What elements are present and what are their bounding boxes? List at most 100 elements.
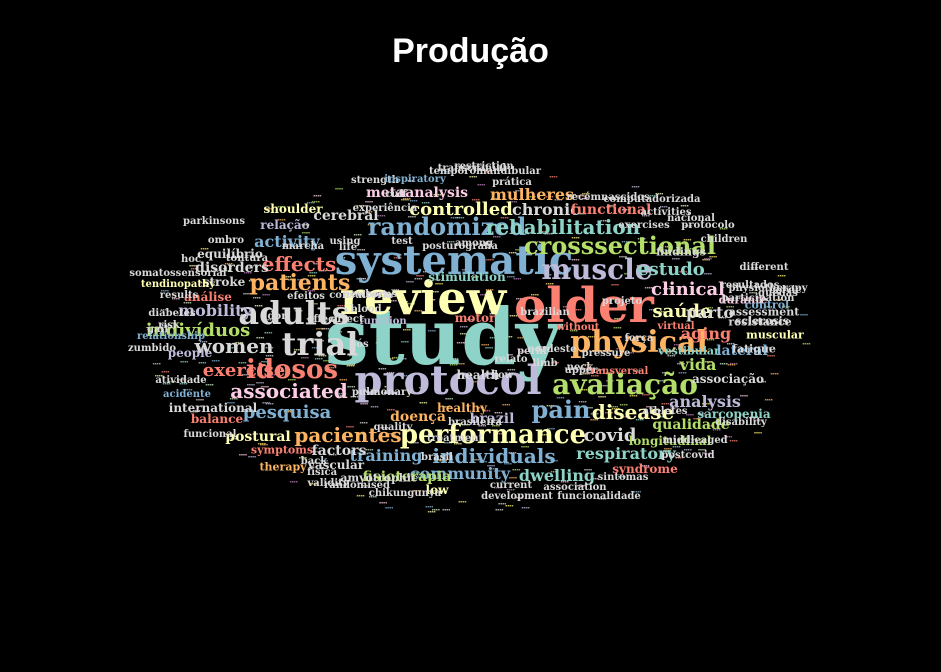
- filler-mark: ▪▪▪▪: [684, 223, 693, 228]
- filler-mark: ▪▪▪▪: [411, 470, 420, 475]
- word-chronic: chronic: [512, 200, 580, 219]
- filler-mark: ▪▪▪▪: [338, 259, 347, 264]
- filler-mark: ▪▪▪▪: [748, 415, 757, 420]
- filler-mark: ▪▪▪▪: [406, 301, 416, 306]
- filler-mark: ▪▪▪▪: [638, 344, 647, 349]
- word-parkinsons: parkinsons: [183, 216, 245, 227]
- filler-mark: ▪▪▪▪: [403, 373, 412, 378]
- filler-mark: ▪▪▪▪: [659, 204, 668, 209]
- word-shoulder: shoulder: [263, 202, 323, 216]
- filler-mark: ▪▪▪▪: [764, 397, 773, 402]
- filler-mark: ▪▪▪▪: [178, 377, 187, 382]
- word-hoc: hoc: [180, 254, 202, 265]
- filler-mark: ▪▪▪▪: [478, 423, 487, 428]
- word-pressure: pressure: [581, 348, 631, 359]
- word-cerebral: cerebral: [313, 208, 379, 224]
- filler-mark: ▪▪▪▪: [294, 308, 303, 313]
- word-projeto: projeto: [601, 296, 643, 307]
- word-among: among: [455, 238, 493, 249]
- word-patients: patients: [249, 270, 351, 296]
- filler-mark: ▪▪▪▪: [401, 427, 410, 432]
- word-pulmonary: pulmonary: [351, 387, 413, 398]
- filler-mark: ▪▪▪▪: [676, 361, 685, 366]
- word-funcional: funcional: [183, 429, 237, 440]
- word-systematic: systematic: [334, 237, 574, 284]
- filler-mark: ▪▪▪▪: [470, 457, 479, 462]
- word-limb: limb: [532, 358, 558, 369]
- filler-mark: ▪▪▪▪: [590, 373, 599, 378]
- word-direct: direct: [330, 314, 364, 325]
- filler-mark: ▪▪▪▪: [489, 311, 498, 316]
- word-exercise: exercise: [202, 360, 286, 381]
- filler-mark: ▪▪▪▪: [425, 297, 434, 302]
- filler-mark: ▪▪▪▪: [442, 404, 451, 409]
- filler-mark: ▪▪▪▪: [301, 230, 310, 235]
- filler-mark: ▪▪▪▪: [433, 192, 442, 197]
- filler-mark: ▪▪▪▪: [391, 355, 400, 360]
- filler-mark: ▪▪▪▪: [658, 349, 667, 354]
- filler-mark: ▪▪▪▪: [484, 345, 494, 350]
- filler-mark: ▪▪▪▪: [432, 277, 441, 282]
- filler-mark: ▪▪▪▪: [179, 381, 188, 386]
- word-parto: parto: [685, 303, 735, 322]
- filler-mark: ▪▪▪▪: [664, 244, 673, 249]
- word-dwelling: dwelling: [518, 466, 596, 485]
- word-flow: flow: [490, 370, 514, 381]
- word-physiotherapy: physiotherapy: [728, 283, 808, 294]
- filler-mark: ▪▪▪▪: [311, 345, 320, 350]
- word-atividade: atividade: [155, 375, 207, 386]
- filler-mark: ▪▪▪▪: [802, 341, 811, 346]
- word-stimulation: stimulation: [428, 270, 506, 284]
- word-avaliacao: avaliação: [552, 368, 698, 401]
- filler-mark: ▪▪▪▪: [554, 197, 563, 202]
- word-association: association: [543, 482, 607, 493]
- word-randomized: randomized: [367, 212, 527, 241]
- filler-mark: ▪▪▪▪: [498, 501, 507, 506]
- filler-mark: ▪▪▪▪: [357, 431, 366, 436]
- filler-mark: ▪▪▪▪: [517, 349, 526, 354]
- filler-mark: ▪▪▪▪: [703, 256, 712, 261]
- word-longitudinal: longitudinal: [628, 434, 712, 448]
- word-brasileira: brasileira: [448, 417, 502, 428]
- filler-mark: ▪▪▪▪: [595, 367, 604, 372]
- filler-mark: ▪▪▪▪: [517, 335, 526, 340]
- filler-mark: ▪▪▪▪: [322, 358, 332, 363]
- filler-mark: ▪▪▪▪: [571, 235, 580, 240]
- filler-mark: ▪▪▪▪: [506, 274, 515, 279]
- filler-mark: ▪▪▪▪: [598, 496, 607, 501]
- filler-mark: ▪▪▪▪: [704, 359, 713, 364]
- word-equilibrio: equilíbrio: [197, 247, 263, 261]
- filler-mark: ▪▪▪▪: [515, 296, 524, 301]
- word-mobility: mobility: [178, 301, 252, 320]
- filler-mark: ▪▪▪▪: [512, 467, 521, 472]
- word-virtual: virtual: [657, 321, 695, 332]
- filler-mark: ▪▪▪▪: [154, 373, 163, 378]
- filler-mark: ▪▪▪▪: [604, 348, 613, 352]
- filler-mark: ▪▪▪▪: [309, 481, 318, 486]
- filler-mark: ▪▪▪▪: [549, 174, 558, 179]
- word-covid: covid: [583, 425, 637, 446]
- filler-mark: ▪▪▪▪: [509, 199, 518, 204]
- word-study: study: [324, 292, 562, 383]
- filler-mark: ▪▪▪▪: [549, 458, 558, 463]
- word-randomised: randomised: [323, 480, 391, 491]
- filler-mark: ▪▪▪▪: [576, 483, 585, 488]
- filler-mark: ▪▪▪▪: [293, 347, 302, 352]
- filler-mark: ▪▪▪▪: [364, 199, 373, 204]
- filler-mark: ▪▪▪▪: [381, 353, 390, 358]
- filler-mark: ▪▪▪▪: [748, 290, 758, 295]
- filler-mark: ▪▪▪▪: [724, 434, 733, 439]
- filler-mark: ▪▪▪▪: [633, 489, 642, 494]
- filler-mark: ▪▪▪▪: [770, 371, 779, 376]
- word-assessment: assessment: [728, 305, 800, 319]
- filler-mark: ▪▪▪▪: [619, 402, 628, 407]
- filler-mark: ▪▪▪▪: [461, 422, 470, 427]
- filler-mark: ▪▪▪▪: [418, 385, 427, 390]
- filler-mark: ▪▪▪▪: [514, 247, 523, 252]
- word-idosos: idosos: [245, 355, 339, 385]
- filler-mark: ▪▪▪▪: [427, 297, 436, 302]
- filler-mark: ▪▪▪▪: [697, 337, 706, 342]
- word-disorders: disorders: [195, 260, 269, 276]
- filler-mark: ▪▪▪▪: [198, 280, 207, 285]
- filler-mark: ▪▪▪▪: [243, 270, 252, 275]
